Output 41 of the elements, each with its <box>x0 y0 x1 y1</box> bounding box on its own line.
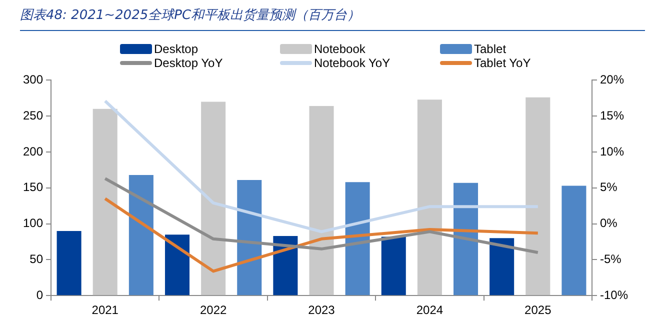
x-tick-label: 2025 <box>524 303 552 318</box>
y2-tick-label: 20% <box>600 72 624 87</box>
x-tick-label: 2021 <box>92 303 119 318</box>
y2-tick-label: 10% <box>600 144 624 158</box>
x-tick-label: 2022 <box>200 303 227 318</box>
bar <box>345 182 370 296</box>
y-tick-label: 300 <box>22 72 44 87</box>
bar <box>490 238 514 296</box>
bar <box>381 236 406 296</box>
bar <box>92 108 118 296</box>
legend-label: Notebook <box>314 42 366 56</box>
y-tick-label: 100 <box>22 216 44 230</box>
y-tick-label: 150 <box>22 180 44 194</box>
chart-title: 图表48: 2021~2025全球PC和平板出货量预测（百万台） <box>20 6 645 31</box>
y-tick-label: 200 <box>22 144 44 158</box>
bar <box>56 230 82 296</box>
legend-label: Desktop YoY <box>154 56 223 70</box>
bar <box>237 180 262 296</box>
y-tick-label: 250 <box>22 108 44 122</box>
bar <box>164 234 190 296</box>
bar <box>201 102 226 296</box>
legend-label: Desktop <box>154 42 198 56</box>
bar <box>562 186 586 296</box>
legend-label: Notebook YoY <box>314 56 390 70</box>
y2-tick-label: 5% <box>600 180 618 194</box>
bar <box>309 106 334 296</box>
y2-tick-label: -5% <box>600 252 622 266</box>
bar <box>454 182 478 296</box>
y2-tick-label: 0% <box>600 216 618 230</box>
x-tick-label: 2024 <box>416 303 444 318</box>
bar <box>273 236 298 296</box>
y-tick-label: 0 <box>36 288 44 302</box>
bar <box>526 97 550 296</box>
legend-label: Tablet <box>474 42 506 56</box>
legend-label: Tablet YoY <box>474 56 531 70</box>
y-tick-label: 50 <box>30 252 44 266</box>
bar <box>128 174 154 296</box>
y2-tick-label: -10% <box>600 288 628 302</box>
y2-tick-label: 15% <box>600 108 624 122</box>
bar <box>417 100 442 296</box>
x-tick-label: 2023 <box>308 303 336 318</box>
